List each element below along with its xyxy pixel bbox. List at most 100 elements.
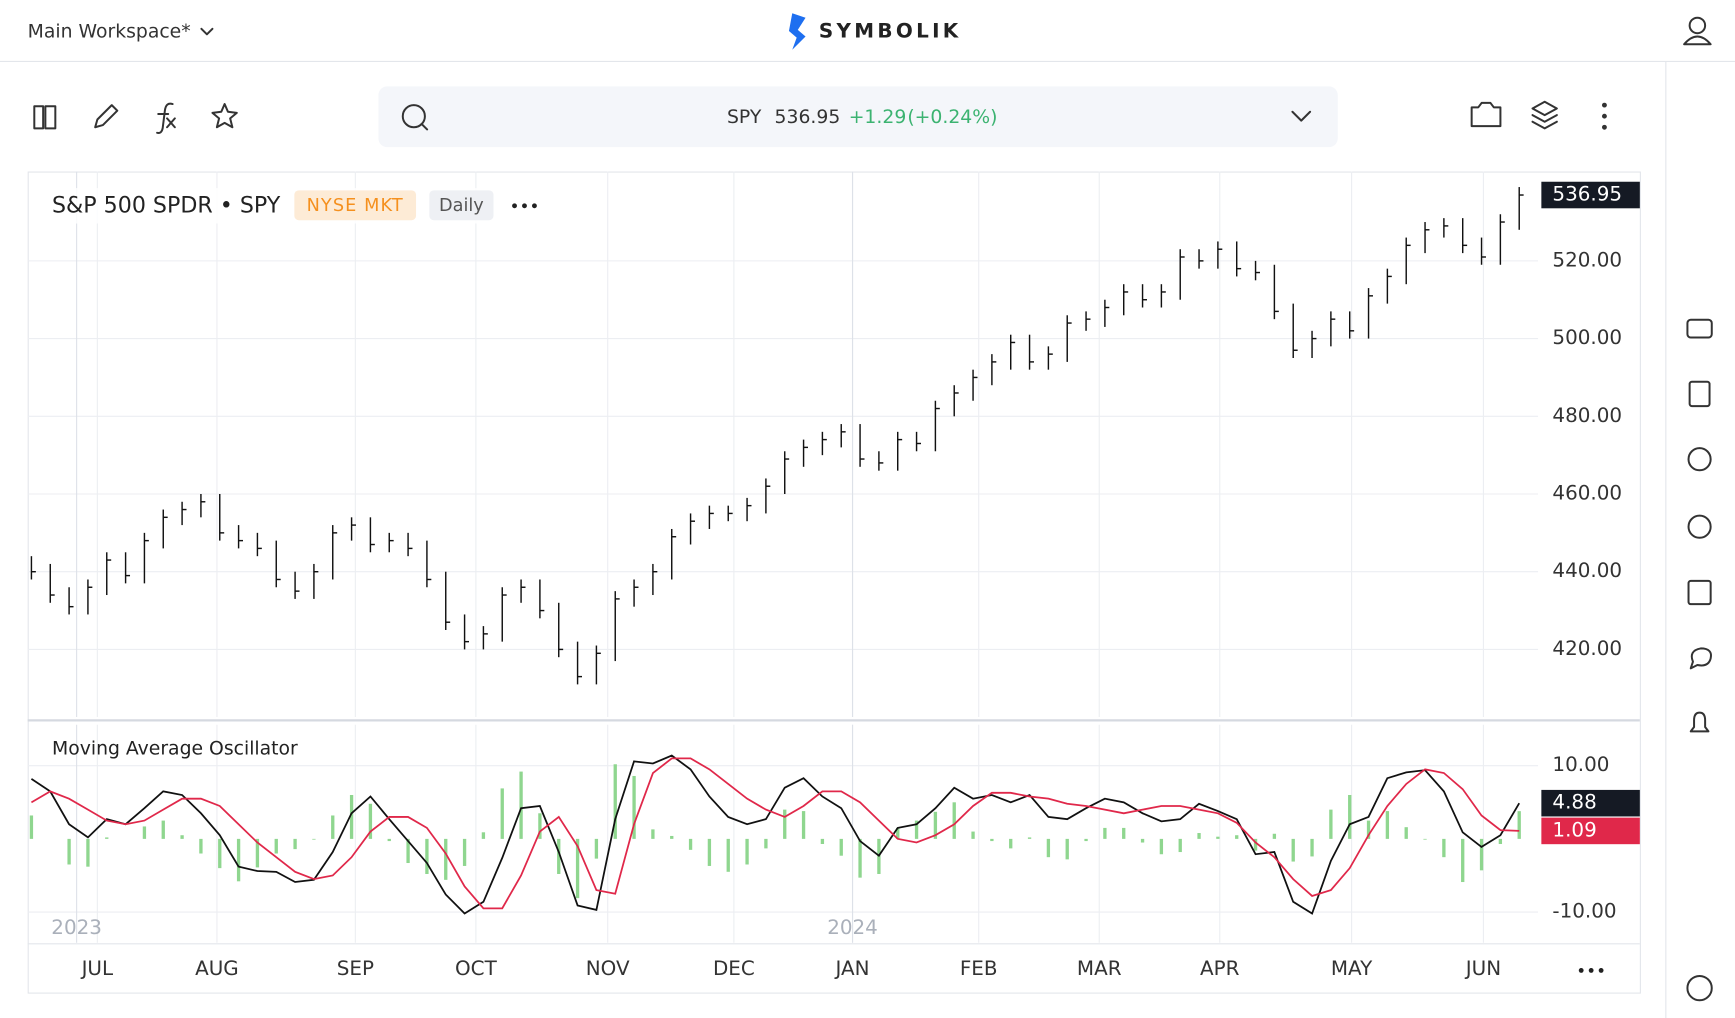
histogram-bar (952, 802, 956, 839)
last-value-label: 1.09 (1552, 818, 1596, 841)
y-tick-label: -10.00 (1552, 900, 1616, 923)
portfolio-icon[interactable] (1686, 318, 1713, 339)
histogram-bar (933, 811, 938, 839)
workspace-menu[interactable]: Main Workspace* (28, 22, 191, 43)
histogram-bar (896, 827, 900, 839)
histogram-bar (990, 838, 994, 842)
x-tick-label: DEC (713, 957, 755, 980)
pencil-icon[interactable] (94, 104, 119, 129)
histogram-bar (1216, 836, 1220, 839)
function-icon[interactable] (156, 102, 176, 134)
x-tick-label: JUN (1464, 957, 1501, 980)
y-tick-label: 480.00 (1552, 404, 1622, 427)
last-value-box (1541, 817, 1640, 845)
histogram-bar (1122, 827, 1126, 839)
histogram-bar (801, 811, 806, 839)
histogram-bar (839, 838, 843, 856)
search-change: +1.29 (849, 107, 907, 128)
histogram-bar (1235, 835, 1239, 839)
histogram-bar (557, 838, 561, 874)
search-caret[interactable] (1291, 110, 1312, 122)
histogram-bar (349, 794, 354, 839)
histogram-bar (331, 815, 335, 839)
last-value-box (1541, 789, 1640, 817)
x-tick-label: MAY (1331, 957, 1373, 980)
x-tick-label: OCT (455, 957, 498, 980)
histogram-bar (670, 835, 674, 839)
last-price-box (1541, 181, 1640, 209)
histogram-bar (707, 838, 712, 866)
axis-menu[interactable] (1578, 967, 1604, 973)
year-label: 2023 (51, 916, 102, 939)
histogram-bar (745, 838, 749, 865)
histogram-bar (519, 771, 523, 839)
histogram-bar (1046, 838, 1051, 858)
notifications-icon[interactable] (1689, 711, 1710, 733)
histogram-bar (1517, 811, 1521, 839)
histogram-bar (1479, 838, 1484, 871)
more-menu[interactable] (1601, 102, 1607, 130)
book-icon[interactable] (33, 105, 57, 130)
chat-icon[interactable] (1689, 647, 1712, 670)
histogram-bar (368, 803, 373, 839)
histogram-bar (1348, 794, 1352, 839)
oscillator-line (30, 754, 1520, 915)
histogram-bar (688, 838, 693, 850)
search-bar[interactable] (378, 86, 1338, 148)
chart-menu[interactable] (512, 203, 537, 209)
alerts-icon[interactable] (1687, 514, 1712, 539)
chart-title: S&P 500 SPDR • SPY (52, 192, 281, 218)
histogram-bar (105, 837, 109, 839)
y-tick-label: 420.00 (1552, 637, 1622, 660)
camera-icon[interactable] (1470, 101, 1502, 128)
x-tick-label: JAN (834, 957, 870, 980)
y-tick-label: 520.00 (1552, 248, 1622, 271)
logo: SYMBOLIK (819, 20, 962, 43)
histogram-bar (218, 838, 222, 869)
interval[interactable]: Daily (439, 196, 484, 216)
histogram-bar (236, 838, 241, 882)
x-tick-label: NOV (586, 957, 630, 980)
x-tick-label: AUG (195, 957, 239, 980)
histogram-bar (1423, 838, 1427, 840)
right-tools (1470, 100, 1558, 130)
histogram-bar (387, 838, 391, 842)
layers-icon[interactable] (1531, 100, 1558, 130)
histogram-bar (462, 838, 467, 866)
histogram-bar (914, 820, 919, 839)
news-icon[interactable] (1687, 579, 1712, 606)
search-symbol: SPY (727, 107, 762, 128)
star-icon[interactable] (211, 103, 238, 129)
y-tick-label: 440.00 (1552, 559, 1622, 582)
sidebar-icons (1686, 318, 1713, 1002)
histogram-bar (1329, 809, 1333, 839)
oscillator-title: Moving Average Oscillator (52, 739, 298, 760)
help-icon[interactable] (1686, 974, 1713, 1002)
histogram-bar (971, 831, 975, 839)
workspace-caret[interactable] (200, 27, 214, 36)
histogram-bar (199, 838, 203, 854)
x-tick-label: JUL (80, 957, 114, 980)
y-tick-label: 460.00 (1552, 482, 1622, 505)
histogram-bar (1272, 833, 1277, 839)
watchlist-icon[interactable] (1688, 380, 1711, 408)
toolbar (33, 102, 238, 134)
histogram-bar (1197, 833, 1201, 839)
histogram-bar (594, 838, 599, 859)
histogram-bar (293, 838, 297, 850)
histogram-bar (1442, 838, 1446, 858)
histogram-bar (161, 820, 165, 839)
histogram-bar (783, 809, 787, 839)
interval-badge[interactable] (429, 190, 494, 221)
scanner-icon[interactable] (1687, 447, 1712, 472)
last-value-label: 4.88 (1552, 791, 1596, 814)
histogram-bar (180, 835, 184, 839)
histogram-bar (444, 838, 448, 880)
user-icon[interactable] (1683, 16, 1712, 46)
x-tick-label: FEB (960, 957, 998, 980)
histogram-bar (1366, 820, 1371, 839)
search-price: 536.95 (775, 107, 841, 128)
histogram-bar (425, 838, 429, 874)
x-tick-label: SEP (337, 957, 374, 980)
